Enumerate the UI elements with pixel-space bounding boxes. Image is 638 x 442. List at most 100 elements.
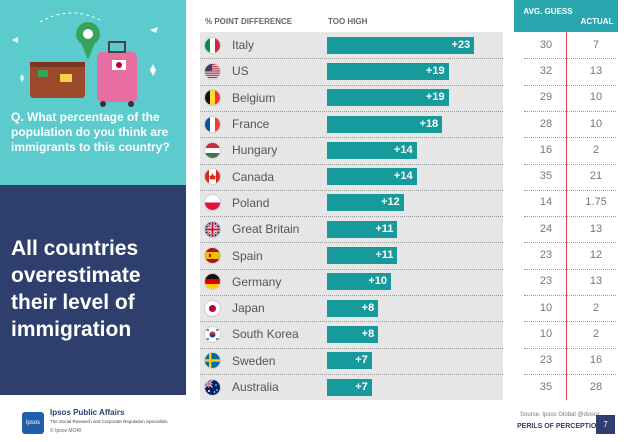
row-separator bbox=[524, 216, 616, 218]
page-number: 7 bbox=[596, 415, 615, 434]
bar-value-label: +19 bbox=[425, 64, 445, 77]
flag-icon bbox=[204, 141, 221, 159]
row-separator bbox=[200, 163, 503, 165]
headline: All countries overestimate their level o… bbox=[11, 237, 141, 341]
row-separator bbox=[524, 268, 616, 270]
country-label: Belgium bbox=[232, 90, 276, 105]
header-point-difference: % POINT DIFFERENCE bbox=[205, 17, 293, 26]
row-separator bbox=[200, 321, 503, 323]
header-actual: ACTUAL bbox=[580, 17, 614, 26]
row-separator bbox=[524, 321, 616, 323]
flag-icon bbox=[204, 247, 221, 265]
row-separator bbox=[524, 84, 616, 86]
bar bbox=[327, 115, 443, 133]
avg-guess-value: 29 bbox=[539, 91, 553, 104]
bar bbox=[327, 352, 372, 370]
bar-value-label: +11 bbox=[375, 222, 394, 235]
flag-icon bbox=[204, 194, 221, 212]
avg-guess-value: 16 bbox=[539, 143, 553, 156]
flag-icon bbox=[204, 299, 221, 317]
bar-value-label: +14 bbox=[393, 143, 413, 156]
row-separator bbox=[200, 216, 503, 218]
bar-value-label: +19 bbox=[425, 91, 445, 104]
avg-guess-value: 14 bbox=[539, 196, 553, 209]
avg-guess-value: 10 bbox=[539, 301, 553, 314]
row-separator bbox=[200, 58, 503, 60]
avg-guess-value: 32 bbox=[539, 64, 553, 77]
column-divider bbox=[566, 32, 567, 400]
ipsos-logo-icon: Ipsos bbox=[22, 412, 44, 434]
actual-value: 10 bbox=[589, 117, 603, 130]
avg-guess-value: 10 bbox=[539, 327, 553, 340]
row-separator bbox=[200, 137, 503, 139]
country-label: Germany bbox=[232, 274, 282, 289]
flag-icon bbox=[204, 352, 221, 370]
row-separator bbox=[200, 347, 503, 349]
actual-value: 16 bbox=[589, 354, 603, 367]
row-separator bbox=[200, 373, 503, 375]
bar-value-label: +23 bbox=[451, 38, 471, 51]
bar-value-label: +10 bbox=[368, 275, 387, 288]
travel-illustration-icon bbox=[12, 12, 158, 107]
row-separator bbox=[200, 295, 503, 296]
actual-value: 1.75 bbox=[585, 196, 607, 209]
flag-icon bbox=[204, 378, 221, 396]
bar-value-label: +7 bbox=[355, 380, 368, 393]
country-label: Australia bbox=[232, 380, 279, 395]
row-separator bbox=[200, 268, 503, 270]
bar bbox=[327, 273, 391, 291]
bar-value-label: +8 bbox=[361, 327, 375, 340]
bar bbox=[327, 89, 449, 107]
avg-guess-value: 28 bbox=[539, 117, 553, 130]
avg-guess-value: 30 bbox=[539, 38, 553, 51]
row-separator bbox=[200, 189, 503, 191]
actual-value: 28 bbox=[589, 380, 603, 393]
row-separator bbox=[524, 373, 616, 375]
row-separator bbox=[524, 242, 616, 244]
actual-value: 2 bbox=[592, 143, 600, 156]
source-note: Source: Ipsos Global @dvisor bbox=[520, 412, 600, 418]
copyright: © Ipsos MORI bbox=[50, 428, 82, 434]
country-label: Spain bbox=[232, 248, 263, 263]
footer-left: Ipsos Ipsos Public Affairs The Social Re… bbox=[0, 395, 186, 442]
flag-icon bbox=[204, 220, 221, 238]
row-separator bbox=[524, 58, 616, 60]
bar bbox=[327, 36, 475, 54]
avg-guess-value: 35 bbox=[539, 170, 553, 183]
bar-value-label: +7 bbox=[355, 354, 368, 367]
row-separator bbox=[524, 110, 616, 112]
question-text: Q. What percentage of the population do … bbox=[11, 110, 170, 154]
avg-guess-value: 23 bbox=[539, 249, 553, 262]
country-label: Sweden bbox=[232, 353, 276, 368]
country-label: South Korea bbox=[232, 327, 299, 342]
avg-guess-value: 24 bbox=[539, 222, 553, 235]
header-avg-guess: AVG. GUESS bbox=[523, 7, 573, 16]
flag-icon bbox=[204, 36, 221, 54]
actual-value: 2 bbox=[592, 327, 600, 340]
avg-guess-value: 23 bbox=[539, 354, 553, 367]
country-label: Canada bbox=[232, 169, 275, 184]
actual-value: 13 bbox=[589, 222, 603, 235]
header-guess-actual-box bbox=[514, 0, 618, 32]
bar-value-label: +18 bbox=[419, 117, 439, 130]
brand-name: Ipsos Public Affairs bbox=[50, 408, 125, 417]
actual-value: 12 bbox=[589, 249, 603, 262]
bar bbox=[327, 299, 379, 317]
bar-value-label: +11 bbox=[375, 249, 394, 262]
flag-icon bbox=[204, 62, 221, 80]
actual-value: 13 bbox=[589, 64, 603, 77]
flag-icon bbox=[204, 115, 221, 133]
country-label: US bbox=[232, 64, 249, 79]
row-separator bbox=[524, 163, 616, 165]
actual-value: 21 bbox=[589, 170, 603, 183]
actual-value: 7 bbox=[592, 38, 600, 51]
bar bbox=[327, 325, 379, 343]
illustration-panel: Q. What percentage of the population do … bbox=[0, 0, 186, 185]
avg-guess-value: 23 bbox=[539, 275, 553, 288]
country-label: France bbox=[232, 117, 270, 132]
bar bbox=[327, 220, 398, 238]
country-label: Hungary bbox=[232, 143, 278, 158]
bar-value-label: +8 bbox=[361, 301, 375, 314]
bar bbox=[327, 378, 372, 396]
